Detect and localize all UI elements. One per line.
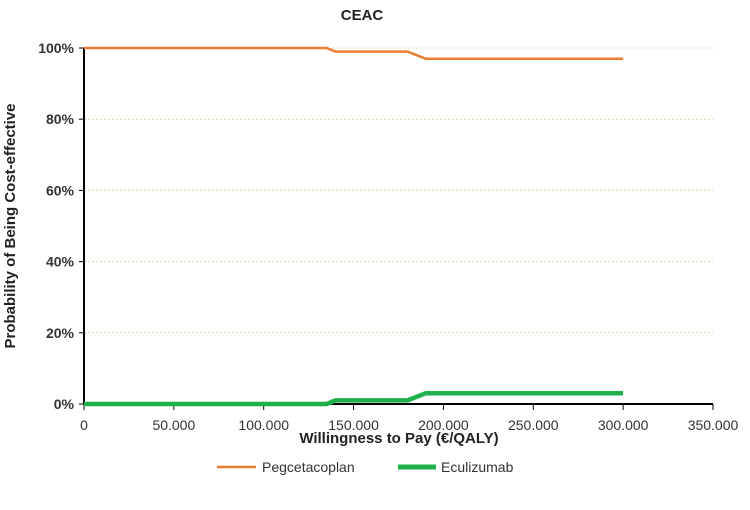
y-tick-label: 0% [54, 396, 75, 412]
legend: Pegcetacoplan Eculizumab [217, 459, 514, 475]
x-tick-label: 50.000 [152, 417, 195, 433]
series-line-eculizumab [84, 391, 624, 407]
x-tick-label: 200.000 [418, 417, 469, 433]
y-tick-label: 100% [38, 40, 74, 56]
series-line-pegcetacoplan [84, 46, 624, 60]
x-tick-label: 150.000 [328, 417, 379, 433]
legend-label-pegcetacoplan: Pegcetacoplan [262, 459, 355, 475]
x-axis-ticks: 0 50.000 100.000 150.000 200.000 250.000 300.0… [80, 404, 739, 433]
y-tick-label: 80% [46, 111, 75, 127]
x-tick-label: 350.000 [688, 417, 739, 433]
x-tick-label: 250.000 [508, 417, 559, 433]
legend-label-eculizumab: Eculizumab [441, 459, 514, 475]
gridlines [84, 47, 713, 334]
y-tick-label: 60% [46, 182, 75, 198]
x-tick-label: 0 [80, 417, 88, 433]
y-axis-ticks: 0% 20% 40% 60% 80% 100% [38, 40, 84, 412]
chart-title: CEAC [341, 7, 384, 24]
y-axis-label: Probability of Being Cost-effective [2, 103, 19, 348]
series-lines [84, 46, 624, 407]
x-axis-label: Willingness to Pay (€/QALY) [299, 430, 498, 447]
x-tick-label: 300.000 [598, 417, 649, 433]
x-tick-label: 100.000 [238, 417, 289, 433]
y-tick-label: 20% [46, 325, 75, 341]
y-tick-label: 40% [46, 254, 75, 270]
